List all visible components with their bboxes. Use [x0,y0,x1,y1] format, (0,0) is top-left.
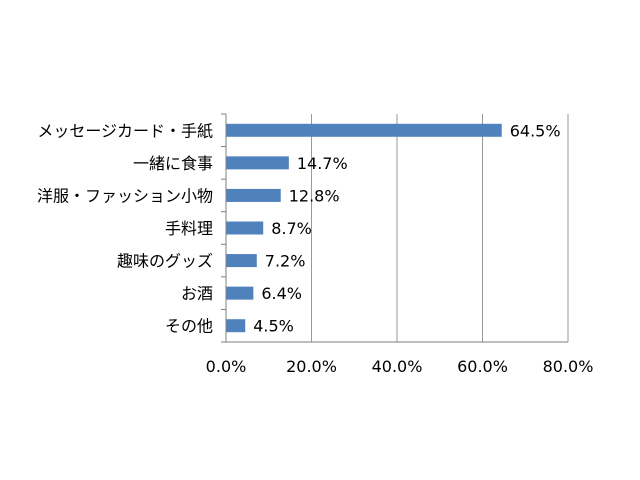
data-label-1: 14.7% [297,154,348,173]
category-label-4: 趣味のグッズ [117,252,213,271]
category-label-5: お酒 [181,284,213,303]
bar-5 [226,286,254,300]
category-label-0: メッセージカード・手紙 [37,121,213,140]
data-label-4: 7.2% [265,252,306,271]
bar-3 [226,221,264,235]
data-label-6: 4.5% [253,317,294,336]
x-tick-label-4: 80.0% [543,357,594,376]
data-label-2: 12.8% [289,186,340,205]
x-tick-label-0: 0.0% [206,357,247,376]
category-label-3: 手料理 [165,219,213,238]
bar-0 [226,123,502,137]
category-label-6: その他 [165,317,213,336]
category-label-2: 洋服・ファッション小物 [37,186,213,205]
data-label-0: 64.5% [510,121,561,140]
x-tick-label-2: 40.0% [372,357,423,376]
bar-4 [226,254,257,268]
data-label-5: 6.4% [261,284,302,303]
bar-1 [226,156,289,170]
labels: メッセージカード・手紙 64.5% 一緒に食事 14.7% 洋服・ファッション小物 12.… [37,121,593,376]
x-tick-label-1: 20.0% [286,357,337,376]
x-tick-label-3: 60.0% [457,357,508,376]
axes [221,113,568,343]
bars [226,123,502,333]
gridlines [311,114,569,342]
bar-6 [226,319,246,333]
category-label-1: 一緒に食事 [133,154,213,173]
data-label-3: 8.7% [271,219,312,238]
bar-2 [226,188,281,202]
